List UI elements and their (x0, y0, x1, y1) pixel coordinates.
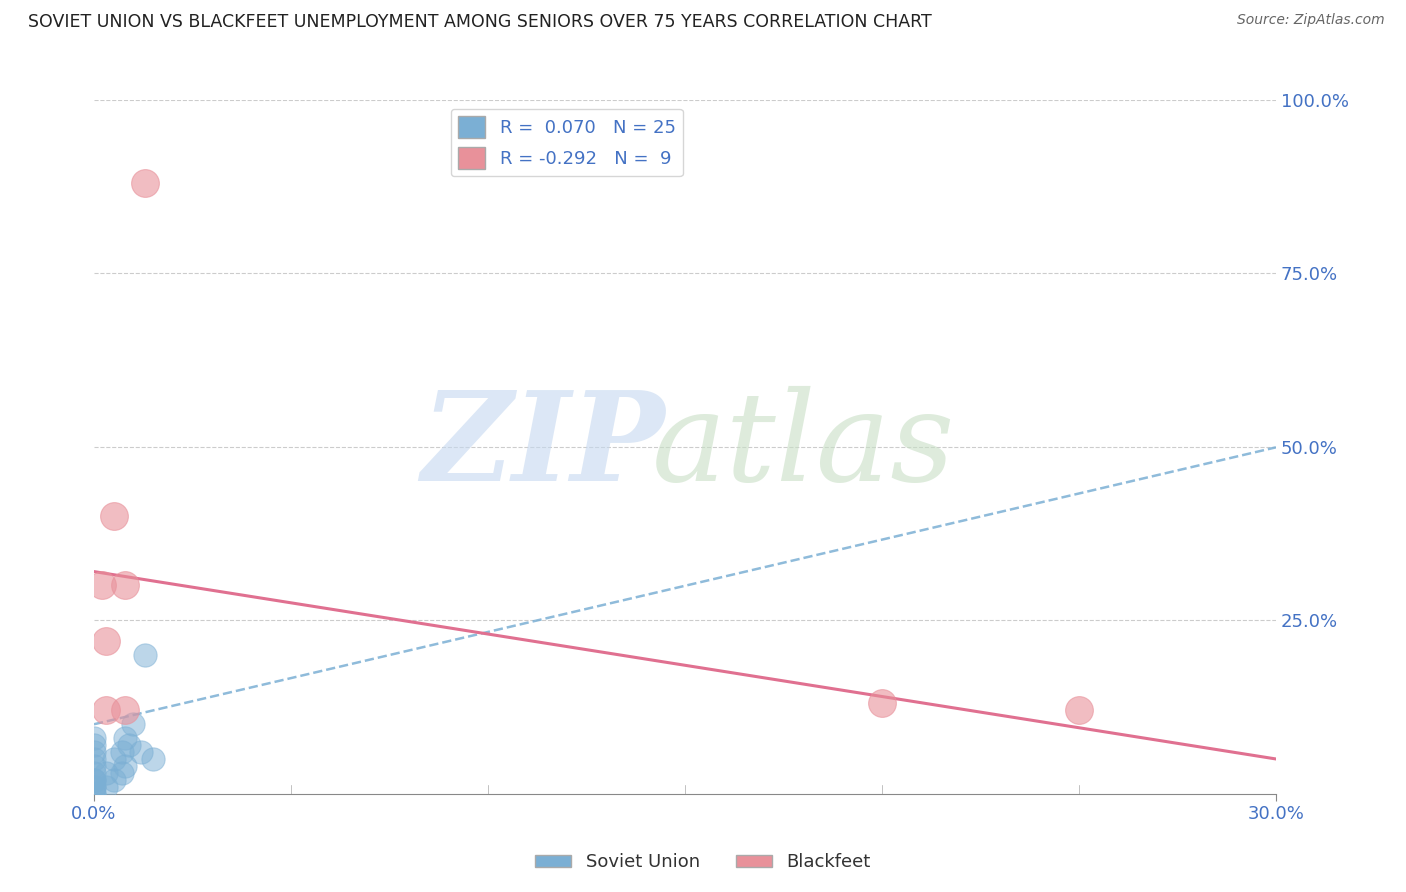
Point (83, 772, 105, 787)
Text: ZIP: ZIP (422, 386, 665, 508)
Point (83, 731, 105, 746)
Point (83, 772, 105, 787)
Point (134, 176, 156, 190)
Point (134, 648, 156, 662)
Point (83, 780, 105, 794)
Point (94, 765, 117, 780)
Point (114, 759, 136, 773)
Point (114, 731, 136, 746)
Point (83, 759, 105, 773)
Text: Source: ZipAtlas.com: Source: ZipAtlas.com (1237, 13, 1385, 28)
Point (83, 752, 105, 766)
Point (122, 717, 145, 731)
Point (83, 765, 105, 780)
Point (114, 578, 136, 592)
Point (110, 765, 132, 780)
Point (118, 738, 141, 752)
Point (142, 752, 165, 766)
Point (1067, 703, 1090, 717)
Point (110, 745, 132, 759)
Point (94, 634, 117, 648)
Point (94, 780, 117, 794)
Point (870, 697, 893, 711)
Legend: Soviet Union, Blackfeet: Soviet Union, Blackfeet (529, 847, 877, 879)
Point (83, 787, 105, 801)
Point (83, 787, 105, 801)
Text: atlas: atlas (651, 386, 955, 508)
Text: SOVIET UNION VS BLACKFEET UNEMPLOYMENT AMONG SENIORS OVER 75 YEARS CORRELATION C: SOVIET UNION VS BLACKFEET UNEMPLOYMENT A… (28, 13, 932, 31)
Point (103, 752, 125, 766)
Point (83, 780, 105, 794)
Point (103, 772, 125, 787)
Point (83, 745, 105, 759)
Legend: R =  0.070   N = 25, R = -0.292   N =  9: R = 0.070 N = 25, R = -0.292 N = 9 (451, 109, 683, 176)
Point (94, 703, 117, 717)
Point (103, 509, 125, 524)
Point (83, 738, 105, 752)
Point (90, 578, 112, 592)
Point (114, 703, 136, 717)
Point (129, 745, 152, 759)
